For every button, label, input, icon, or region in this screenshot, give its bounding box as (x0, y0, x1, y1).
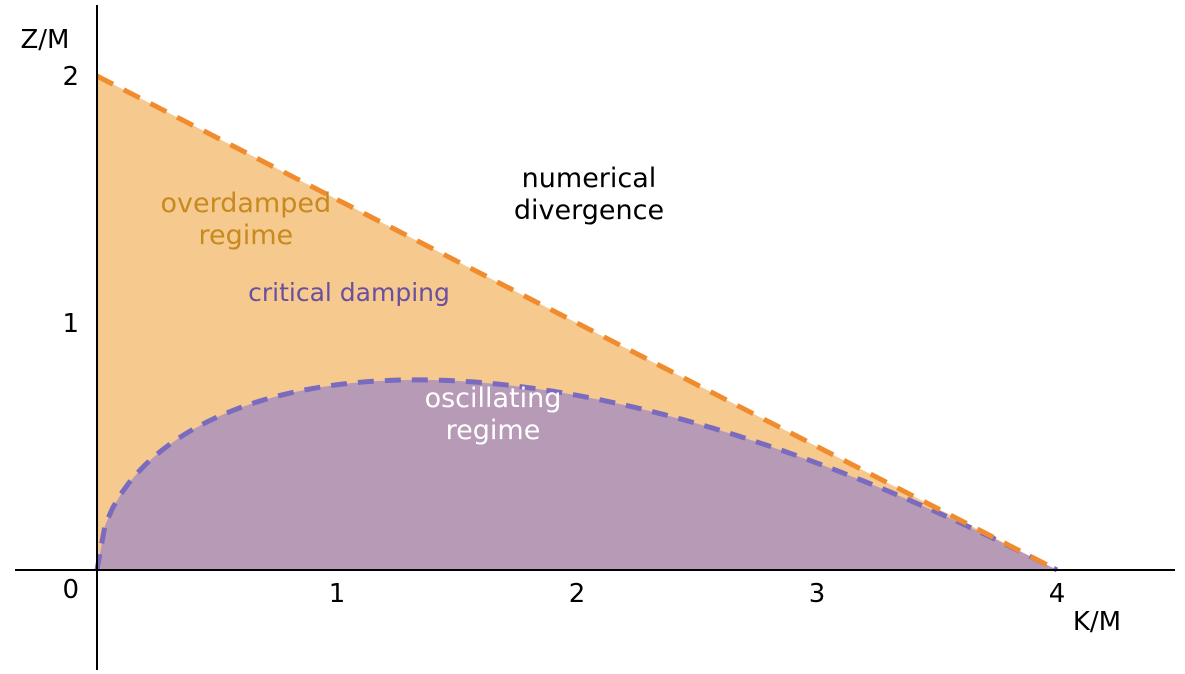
y-tick-labels: 12 (62, 62, 79, 339)
overdamped-regime-label: regime (198, 220, 293, 251)
oscillating-regime-label: regime (446, 415, 541, 446)
x-tick-label: 4 (1049, 579, 1066, 609)
numerical-divergence-label: divergence (514, 195, 664, 226)
overdamped-regime-label: overdamped (160, 188, 331, 219)
y-axis-label: Z/M (20, 25, 69, 55)
x-axis-label: K/M (1073, 607, 1121, 637)
x-tick-label: 1 (329, 579, 346, 609)
origin-zero-label: 0 (62, 575, 79, 605)
y-tick-label: 2 (62, 62, 79, 92)
oscillating-regime-label: oscillating (425, 383, 562, 414)
numerical-divergence-label: numerical (522, 163, 657, 194)
critical-damping-label: critical damping (248, 278, 450, 307)
y-tick-label: 1 (62, 309, 79, 339)
x-tick-labels: 1 2 3 4 (329, 579, 1066, 609)
x-tick-label: 3 (809, 579, 826, 609)
phase-diagram-chart: 1234 12 0 K/M Z/M numerical divergence o… (0, 0, 1185, 674)
x-tick-label: 2 (569, 579, 586, 609)
